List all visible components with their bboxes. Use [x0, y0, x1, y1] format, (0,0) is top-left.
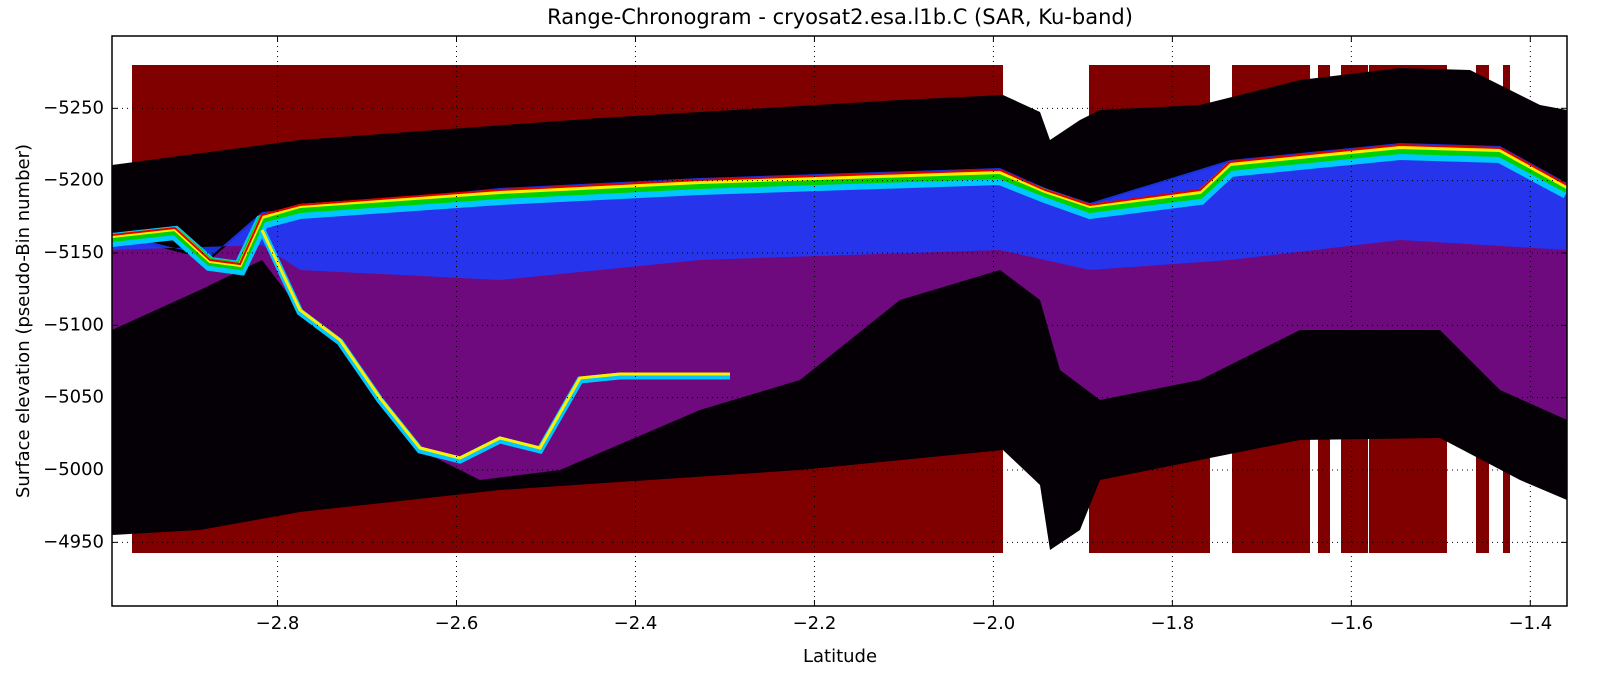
y-tick-label: −5050	[43, 387, 104, 408]
y-tick-label: −5250	[43, 97, 104, 118]
y-tick-label: −5200	[43, 170, 104, 191]
x-tick-label: −2.6	[435, 613, 479, 634]
y-tick-label: −5000	[43, 459, 104, 480]
plot-frame	[111, 35, 1568, 607]
x-tick-label: −2.2	[793, 613, 837, 634]
chart-title: Range-Chronogram - cryosat2.esa.l1b.C (S…	[547, 5, 1133, 29]
x-tick-label: −2.4	[614, 613, 658, 634]
y-tick-label: −5100	[43, 314, 104, 335]
y-tick-label: −5150	[43, 242, 104, 263]
y-axis-label: Surface elevation (pseudo-Bin number)	[13, 144, 34, 498]
heatmap-image	[112, 65, 1567, 553]
x-tick-label: −1.4	[1508, 613, 1552, 634]
x-tick-label: −1.8	[1151, 613, 1195, 634]
x-tick-label: −2.0	[972, 613, 1016, 634]
x-axis-label: Latitude	[803, 646, 877, 667]
x-tick-label: −1.6	[1329, 613, 1373, 634]
x-tick-label: −2.8	[256, 613, 300, 634]
y-tick-label: −4950	[43, 531, 104, 552]
